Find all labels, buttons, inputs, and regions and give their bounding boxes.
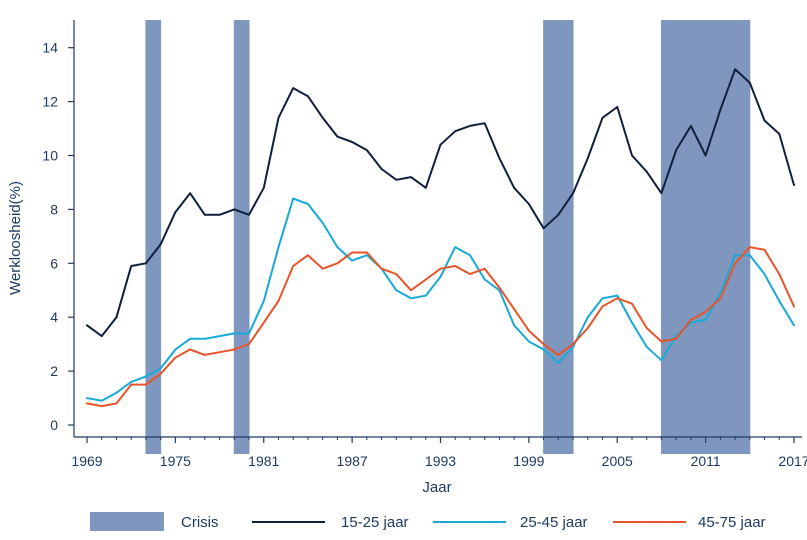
y-tick-label-8: 8	[50, 201, 58, 217]
y-tick-label-14: 14	[42, 40, 58, 56]
y-tick-label-10: 10	[42, 148, 58, 164]
x-tick-label-2017: 2017	[778, 453, 807, 469]
series-line-45-75-jaar	[86, 246, 795, 408]
crisis-band-0	[145, 20, 162, 454]
x-tick-label-1993: 1993	[425, 453, 456, 469]
crisis-band-3	[660, 20, 751, 454]
x-tick-label-2011: 2011	[691, 453, 721, 469]
legend: Crisis 15-25 jaar 25-45 jaar 45-75 jaar	[90, 512, 766, 531]
series-line-15-25-jaar	[86, 68, 795, 338]
series-line-25-45-jaar	[86, 197, 795, 402]
legend-label-25-45: 25-45 jaar	[520, 514, 588, 531]
x-tick-label-2005: 2005	[602, 453, 633, 469]
x-tick-label-1975: 1975	[160, 453, 191, 469]
x-tick-label-1999: 1999	[513, 453, 544, 469]
x-tick-label-1981: 1981	[248, 453, 279, 469]
y-tick-label-2: 2	[50, 363, 58, 379]
series-lines	[86, 68, 795, 408]
legend-swatch-crisis	[90, 512, 164, 531]
y-tick-label-0: 0	[50, 417, 58, 433]
legend-label-15-25: 15-25 jaar	[341, 514, 409, 531]
crisis-bands	[145, 20, 751, 454]
x-axis-label: Jaar	[422, 479, 451, 496]
y-axis-label: Werkloosheid(%)	[7, 181, 24, 295]
legend-label-crisis: Crisis	[181, 514, 219, 531]
x-tick-label-1969: 1969	[71, 453, 102, 469]
y-tick-label-6: 6	[50, 255, 58, 271]
legend-label-45-75: 45-75 jaar	[698, 514, 766, 531]
y-tick-label-4: 4	[50, 309, 58, 325]
axes: 0 2 4 6 8 10 12 14 1969 1975 1981 1987 1993 1999 2005 2…	[42, 20, 807, 469]
crisis-band-1	[233, 20, 250, 454]
x-tick-label-1987: 1987	[337, 453, 368, 469]
crisis-band-2	[543, 20, 574, 454]
y-tick-label-12: 12	[42, 94, 58, 110]
